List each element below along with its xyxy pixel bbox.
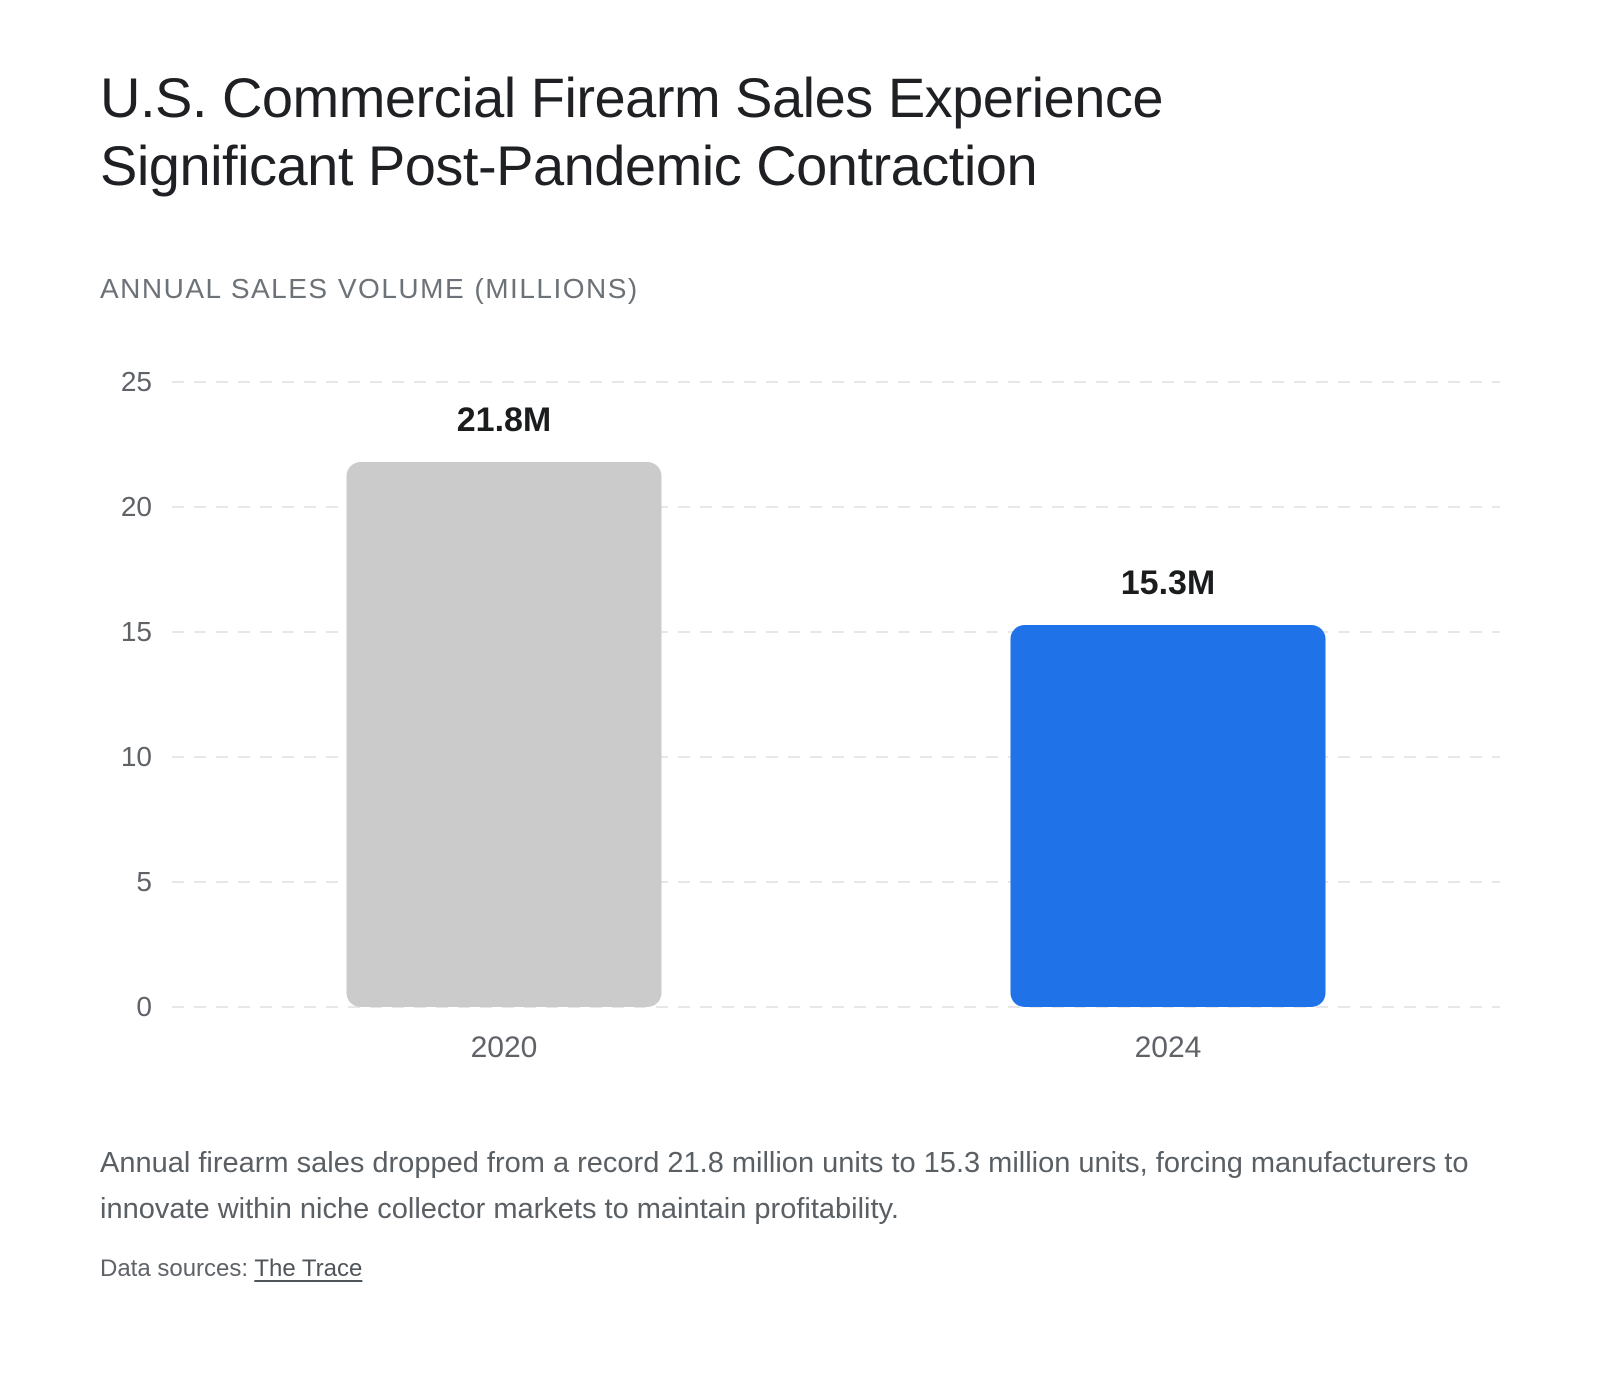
bar-value-label-2024: 15.3M: [1120, 563, 1216, 602]
gridline-0: [172, 1006, 1500, 1008]
gridline-25: [172, 381, 1500, 383]
y-tick-label-5: 5: [136, 866, 152, 897]
chart-axis-title: ANNUAL SALES VOLUME (MILLIONS): [100, 273, 639, 304]
page-title: U.S. Commercial Firearm Sales Experience…: [100, 64, 1300, 200]
x-tick-label-2020: 2020: [470, 1031, 538, 1064]
y-tick-label-20: 20: [120, 491, 152, 522]
plot-area: 21.8M 2020 15.3M 2024: [172, 381, 1500, 1064]
y-tick-label-10: 10: [120, 741, 152, 772]
chart-caption: Annual firearm sales dropped from a reco…: [100, 1147, 1469, 1225]
page-title-line-1: U.S. Commercial Firearm Sales Experience: [100, 66, 1163, 129]
y-tick-label-15: 15: [120, 616, 152, 647]
data-sources: Data sources: The Trace: [100, 1254, 1500, 1284]
chart-body: 0 5 10 15 20 25 21.8M 2020 15.3M 2024: [100, 366, 1500, 1064]
source-link-the-trace[interactable]: The Trace: [254, 1255, 363, 1282]
gridline-15: [172, 631, 1500, 633]
bar-2024: 15.3M 2024: [1010, 564, 1326, 1064]
bar-2020: 21.8M 2020: [346, 401, 662, 1064]
data-sources-prefix: Data sources:: [100, 1255, 255, 1282]
gridline-20: [172, 506, 1500, 508]
page-title-line-2: Significant Post-Pandemic Contraction: [100, 134, 1038, 197]
bar-value-label-2020: 21.8M: [456, 401, 552, 439]
y-axis: 0 5 10 15 20 25: [100, 366, 172, 1022]
x-tick-label-2024: 2024: [1134, 1031, 1202, 1064]
bar-chart: ANNUAL SALES VOLUME (MILLIONS) 0 5 10 15 20 2…: [100, 272, 1500, 1064]
y-tick-label-25: 25: [120, 366, 152, 397]
gridline-10: [172, 756, 1500, 758]
y-tick-label-0: 0: [136, 991, 152, 1022]
gridline-5: [172, 881, 1500, 883]
